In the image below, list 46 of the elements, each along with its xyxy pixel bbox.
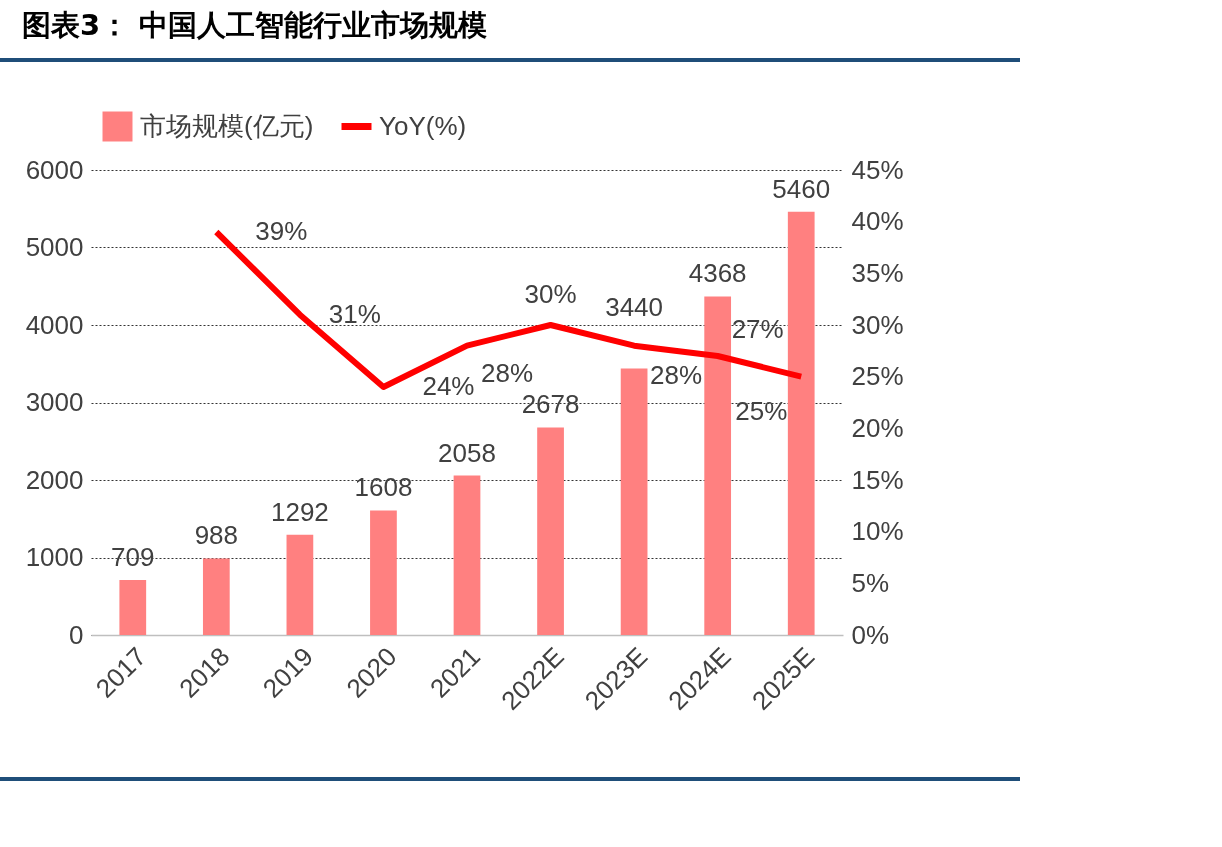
- y2-tick-label: 20%: [851, 412, 904, 443]
- bar: [202, 558, 230, 635]
- y-tick-label: 4000: [25, 309, 84, 340]
- data-label: 1292: [270, 496, 329, 527]
- data-label: 2678: [521, 389, 580, 420]
- y2-tick-label: 5%: [851, 567, 890, 598]
- bar: [787, 211, 815, 635]
- legend-label: 市场规模(亿元): [140, 110, 314, 141]
- data-label: 39%: [255, 216, 308, 246]
- y-tick-label: 2000: [25, 464, 84, 495]
- data-label: 25%: [735, 395, 788, 426]
- y-tick-label: 0: [69, 619, 84, 650]
- data-label: 28%: [650, 359, 703, 390]
- data-label: 5460: [772, 173, 831, 204]
- bar: [119, 580, 147, 635]
- chart-title: 图表3： 中国人工智能行业市场规模: [22, 7, 488, 44]
- bar: [370, 510, 397, 635]
- data-label: 27%: [731, 314, 784, 344]
- bar: [537, 427, 564, 635]
- y2-tick-label: 35%: [851, 257, 904, 288]
- data-label: 2058: [438, 437, 496, 468]
- bar: [286, 534, 314, 635]
- bar: [620, 368, 648, 635]
- y2-tick-label: 15%: [851, 464, 904, 495]
- data-label: 28%: [480, 357, 534, 388]
- data-label: 709: [111, 542, 155, 573]
- y2-tick-label: 30%: [851, 309, 904, 340]
- y-tick-label: 3000: [25, 387, 84, 417]
- bar: [453, 475, 481, 635]
- bar: [704, 296, 732, 635]
- y-tick-label: 6000: [25, 154, 84, 185]
- y2-tick-label: 25%: [851, 361, 904, 392]
- y-tick-label: 5000: [25, 232, 84, 262]
- data-label: 3440: [605, 292, 664, 323]
- data-label: 24%: [422, 371, 475, 401]
- y2-tick-label: 10%: [851, 516, 904, 547]
- data-label: 31%: [328, 298, 381, 329]
- y2-tick-label: 45%: [851, 154, 904, 185]
- data-label: 1608: [354, 472, 413, 503]
- legend-label: YoY(%): [379, 110, 467, 141]
- data-label: 30%: [524, 279, 577, 309]
- y2-tick-label: 40%: [851, 206, 904, 237]
- y2-tick-label: 0%: [851, 619, 890, 650]
- y-tick-label: 1000: [25, 542, 84, 572]
- data-label: 4368: [688, 258, 747, 289]
- data-label: 988: [194, 520, 239, 551]
